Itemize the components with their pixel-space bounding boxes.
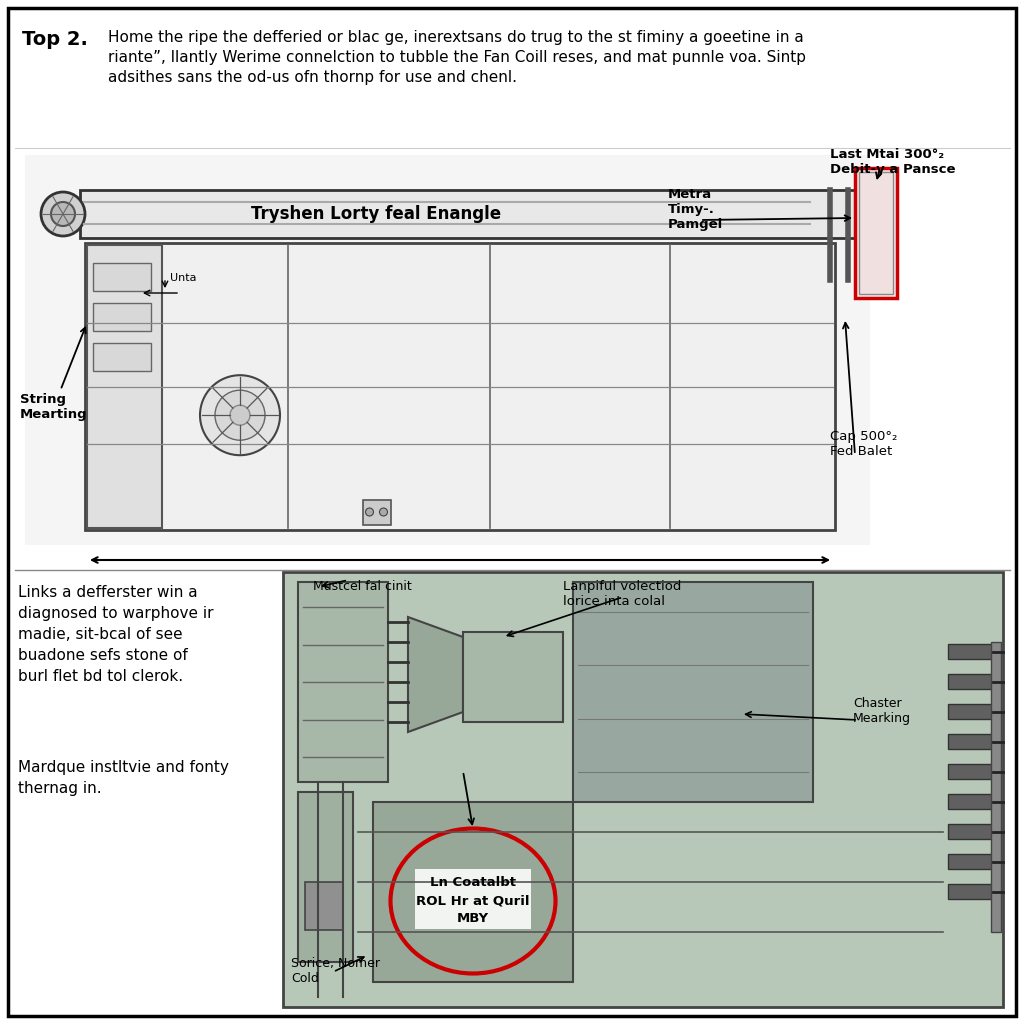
Text: Cap 500°₂
Fed Balet: Cap 500°₂ Fed Balet <box>830 430 897 458</box>
Bar <box>305 882 343 930</box>
Bar <box>855 168 897 298</box>
Bar <box>948 644 993 659</box>
Bar <box>93 263 151 291</box>
Text: Mustcel fal cinit: Mustcel fal cinit <box>313 580 412 593</box>
Text: Home the ripe the defferied or blac ge, inerextsans do trug to the st fiminy a g: Home the ripe the defferied or blac ge, … <box>108 30 806 85</box>
Bar <box>948 884 993 899</box>
Bar <box>80 190 860 238</box>
Circle shape <box>51 202 75 226</box>
Circle shape <box>41 193 85 236</box>
Bar <box>87 245 162 528</box>
Bar <box>859 172 893 294</box>
Circle shape <box>230 406 250 425</box>
Polygon shape <box>408 617 463 732</box>
Bar <box>948 705 993 719</box>
Bar <box>415 869 531 929</box>
Bar <box>298 582 388 782</box>
Bar <box>948 734 993 749</box>
Bar <box>948 794 993 809</box>
Text: Last Mtai 300°₂
Debit-y a Pansce: Last Mtai 300°₂ Debit-y a Pansce <box>830 148 955 176</box>
Text: Top 2.: Top 2. <box>22 30 88 49</box>
Circle shape <box>200 375 280 456</box>
Bar <box>362 500 390 525</box>
Text: Chaster
Mearking: Chaster Mearking <box>853 697 911 725</box>
Text: String
Mearting: String Mearting <box>20 328 88 421</box>
Text: Metra
Timy-.
Pamgel: Metra Timy-. Pamgel <box>668 188 723 231</box>
Text: Mardque instltvie and fonty
thernag in.: Mardque instltvie and fonty thernag in. <box>18 760 229 796</box>
Circle shape <box>366 508 374 516</box>
Text: Links a defferster win a
diagnosed to warphove ir
madie, sit-bcal of see
buadone: Links a defferster win a diagnosed to wa… <box>18 585 213 684</box>
Bar <box>25 155 870 545</box>
Circle shape <box>215 390 265 440</box>
Text: Lanpiful volectiod
lorice inta colal: Lanpiful volectiod lorice inta colal <box>563 580 681 608</box>
Bar <box>948 764 993 779</box>
Bar <box>463 632 563 722</box>
Bar <box>93 303 151 331</box>
Circle shape <box>380 508 387 516</box>
Bar <box>991 642 1001 932</box>
Bar <box>298 792 353 962</box>
Bar <box>948 824 993 839</box>
Bar <box>373 802 573 982</box>
Text: Unta: Unta <box>170 273 197 283</box>
Bar <box>85 243 835 530</box>
Text: Ln Coatalbt
ROL Hr at Quril
MBY: Ln Coatalbt ROL Hr at Quril MBY <box>416 877 529 926</box>
Bar <box>948 854 993 869</box>
Bar <box>573 582 813 802</box>
Bar <box>93 343 151 371</box>
Text: Sorice, Nomer
Cold: Sorice, Nomer Cold <box>291 957 380 985</box>
Text: Tryshen Lorty feal Enangle: Tryshen Lorty feal Enangle <box>251 205 502 223</box>
Bar <box>283 572 1002 1007</box>
Bar <box>948 674 993 689</box>
